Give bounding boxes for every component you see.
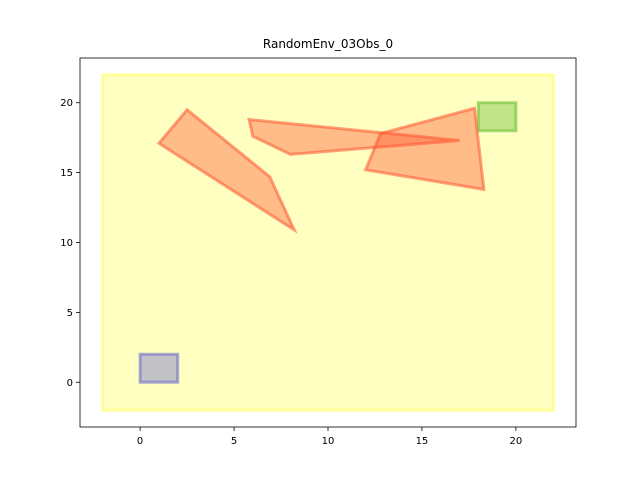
start-polygon xyxy=(138,352,180,384)
y-tick-label: 10 xyxy=(60,238,73,249)
x-tick-label: 0 xyxy=(137,436,143,447)
x-tick-label: 15 xyxy=(416,436,429,447)
y-tick-label: 20 xyxy=(60,98,73,109)
y-tick-label: 5 xyxy=(67,308,73,319)
plot-regions xyxy=(101,73,555,412)
x-tick-label: 20 xyxy=(510,436,523,447)
obstacle-3-polygon xyxy=(363,106,486,192)
x-tick-label: 5 xyxy=(231,436,237,447)
y-tick-label: 15 xyxy=(60,168,73,179)
chart-title: RandomEnv_03Obs_0 xyxy=(263,37,393,51)
plot-axes: 0 5 10 15 20 0 5 10 15 20 xyxy=(60,57,577,447)
y-tick-label: 0 xyxy=(67,378,73,389)
x-tick-label: 10 xyxy=(322,436,335,447)
obstacle-2-polygon xyxy=(247,117,460,156)
goal-polygon xyxy=(476,101,518,133)
obstacle-1-polygon xyxy=(156,107,298,234)
environment-polygon xyxy=(101,73,555,412)
